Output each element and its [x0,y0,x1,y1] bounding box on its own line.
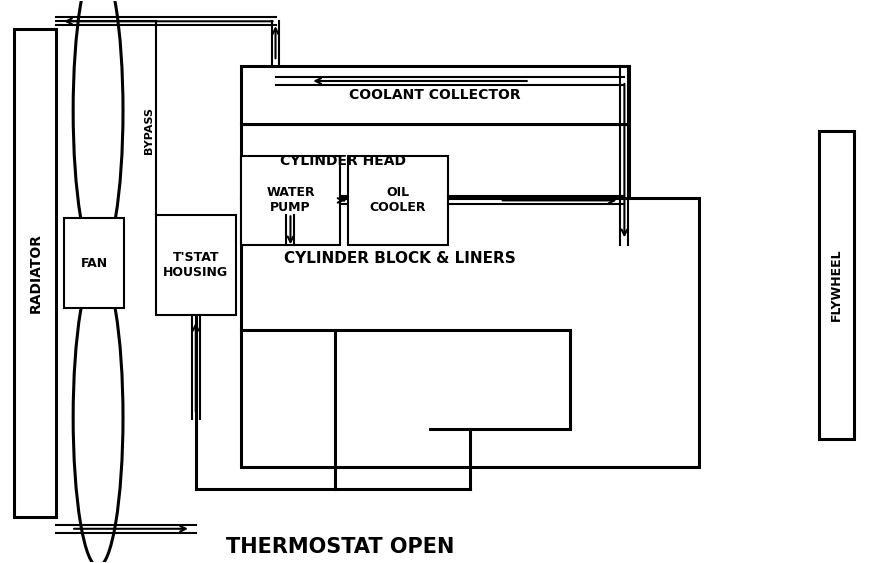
Bar [818,131,852,439]
Text: BYPASS: BYPASS [143,107,154,154]
Ellipse shape [73,0,123,260]
Text: WATER
PUMP: WATER PUMP [266,186,315,215]
Bar [241,66,628,124]
Text: COOLANT COLLECTOR: COOLANT COLLECTOR [348,88,521,102]
Bar [241,124,628,198]
Text: T'STAT
HOUSING: T'STAT HOUSING [163,251,228,279]
Text: FAN: FAN [81,257,108,270]
Bar [64,218,124,308]
Ellipse shape [73,268,123,563]
Bar [241,198,699,467]
Bar [348,155,448,245]
Text: CYLINDER BLOCK & LINERS: CYLINDER BLOCK & LINERS [284,251,515,266]
Bar [156,215,235,315]
Text: THERMOSTAT OPEN: THERMOSTAT OPEN [226,537,454,557]
Text: FLYWHEEL: FLYWHEEL [829,249,842,321]
Text: RADIATOR: RADIATOR [29,233,43,313]
Text: OIL
COOLER: OIL COOLER [369,186,426,215]
Bar [241,155,340,245]
Text: CYLINDER HEAD: CYLINDER HEAD [280,154,406,168]
Bar [14,29,56,517]
